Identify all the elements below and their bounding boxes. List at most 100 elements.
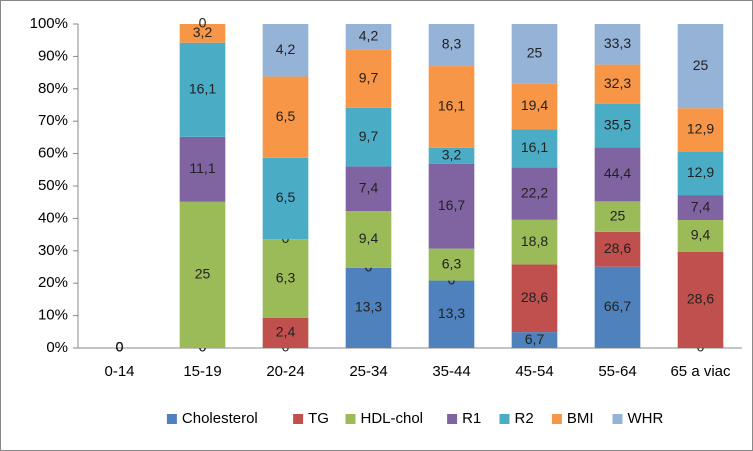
bar-segment	[594, 201, 641, 232]
y-tick-label: 80%	[38, 80, 68, 97]
y-tick-label: 10%	[38, 307, 68, 324]
y-tick-label: 100%	[30, 15, 68, 32]
data-label: 4,2	[359, 27, 379, 43]
x-tick-label: 45-54	[515, 363, 553, 380]
data-label: 19,4	[521, 97, 548, 113]
y-tick-label: 50%	[38, 177, 68, 194]
bar-segment	[345, 166, 392, 212]
data-label: 25	[693, 57, 709, 73]
data-label: 0	[116, 339, 124, 355]
legend-label: Cholesterol	[182, 410, 258, 427]
legend-label: R1	[462, 410, 481, 427]
bar-segment	[262, 157, 309, 240]
data-label: 0	[116, 339, 124, 355]
data-label: 13,3	[355, 299, 382, 315]
data-label: 16,1	[521, 139, 548, 155]
data-label: 44,4	[604, 165, 631, 181]
x-tick-label: 35-44	[432, 363, 470, 380]
data-label: 18,8	[521, 233, 548, 249]
data-label: 0	[199, 15, 207, 31]
bar-segment	[428, 163, 475, 249]
data-label: 28,6	[521, 289, 548, 305]
data-label: 28,6	[687, 291, 714, 307]
y-tick-label: 0%	[46, 339, 68, 356]
y-tick-label: 70%	[38, 112, 68, 129]
data-label: 28,6	[604, 240, 631, 256]
data-label: 16,1	[189, 80, 216, 96]
y-tick-label: 30%	[38, 242, 68, 259]
legend-label: TG	[308, 410, 329, 427]
data-label: 2,4	[276, 324, 296, 340]
bar-segment	[511, 264, 558, 333]
bar-segment	[677, 220, 724, 252]
bar-segment	[428, 280, 475, 348]
data-label: 0	[116, 339, 124, 355]
legend-swatch	[612, 414, 623, 424]
data-label: 25	[527, 44, 543, 60]
data-label: 6,7	[525, 331, 545, 347]
bar-segment	[594, 266, 641, 348]
bar-segment	[677, 251, 724, 348]
bar-segment	[428, 24, 475, 67]
data-label: 0	[116, 339, 124, 355]
legend-label: WHR	[628, 410, 664, 427]
legend-label: BMI	[567, 410, 594, 427]
bar-segment	[179, 201, 226, 348]
data-label: 6,5	[276, 108, 296, 124]
data-label: 7,4	[691, 198, 711, 214]
bar-segment	[179, 24, 226, 43]
bar-segment	[511, 332, 558, 348]
x-tick-label: 55-64	[598, 363, 636, 380]
bar-segment	[345, 267, 392, 348]
x-tick-label: 25-34	[349, 363, 387, 380]
data-label: 8,3	[442, 36, 462, 52]
bar-segment	[511, 83, 558, 130]
bar-segment	[179, 42, 226, 137]
bar-segment	[262, 239, 309, 318]
bar-segment	[511, 219, 558, 265]
legend-swatch	[551, 414, 562, 424]
bar-segment	[262, 317, 309, 348]
data-label: 11,1	[189, 160, 215, 176]
data-label: 3,2	[442, 147, 462, 163]
data-label: 3,2	[193, 24, 213, 40]
data-label: 9,7	[359, 69, 379, 85]
bar-segment	[428, 66, 475, 148]
bar-segment	[677, 151, 724, 196]
data-label: 16,7	[438, 197, 465, 213]
legend-swatch	[166, 414, 177, 424]
bar-segment	[511, 167, 558, 220]
data-label: 33,3	[604, 35, 631, 51]
bar-segment	[677, 195, 724, 221]
bar-segment	[677, 24, 724, 109]
data-label: 6,3	[442, 255, 462, 271]
bar-segment	[179, 136, 226, 202]
x-tick-label: 0-14	[104, 363, 134, 380]
bar-segment	[594, 231, 641, 267]
legend-swatch	[345, 414, 356, 424]
data-label: 25	[610, 207, 626, 223]
data-label: 25	[195, 266, 211, 282]
y-tick-label: 60%	[38, 145, 68, 162]
legend-label: R2	[515, 410, 534, 427]
data-label: 0	[116, 339, 124, 355]
bar-segment	[345, 107, 392, 167]
data-label: 35,5	[604, 116, 631, 132]
data-label: 7,4	[359, 179, 379, 195]
data-label: 32,3	[604, 75, 631, 91]
x-tick-label: 15-19	[183, 363, 221, 380]
legend-label: HDL-chol	[361, 410, 424, 427]
data-label: 6,5	[276, 189, 296, 205]
legend-swatch	[499, 414, 510, 424]
legend-swatch	[293, 414, 304, 424]
bar-segment	[511, 129, 558, 168]
data-label: 13,3	[438, 305, 465, 321]
x-tick-label: 20-24	[266, 363, 304, 380]
bar-segment	[594, 64, 641, 104]
data-label: 12,9	[687, 121, 714, 137]
data-label: 9,7	[359, 128, 379, 144]
x-tick-label: 65 a viac	[670, 363, 731, 380]
data-label: 0	[116, 339, 124, 355]
bar-segment	[345, 24, 392, 50]
